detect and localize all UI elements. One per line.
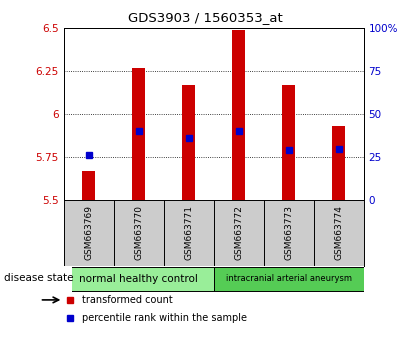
- Bar: [282, 85, 295, 200]
- Text: disease state: disease state: [4, 273, 73, 282]
- Text: normal healthy control: normal healthy control: [79, 274, 198, 284]
- Text: GSM663769: GSM663769: [84, 205, 93, 260]
- Bar: [182, 85, 195, 200]
- Bar: [233, 30, 245, 200]
- Text: GSM663771: GSM663771: [184, 205, 193, 260]
- Text: GSM663773: GSM663773: [284, 205, 293, 260]
- Text: transformed count: transformed count: [82, 295, 173, 305]
- Text: GDS3903 / 1560353_at: GDS3903 / 1560353_at: [128, 11, 283, 24]
- Bar: [214, 267, 364, 291]
- Bar: [64, 267, 214, 291]
- Text: GSM663772: GSM663772: [234, 205, 243, 260]
- Bar: [332, 126, 345, 200]
- Text: percentile rank within the sample: percentile rank within the sample: [82, 313, 247, 322]
- Bar: [83, 171, 95, 200]
- Text: GSM663770: GSM663770: [134, 205, 143, 260]
- Text: GSM663774: GSM663774: [334, 205, 343, 260]
- Bar: [132, 68, 145, 200]
- Text: intracranial arterial aneurysm: intracranial arterial aneurysm: [226, 274, 352, 283]
